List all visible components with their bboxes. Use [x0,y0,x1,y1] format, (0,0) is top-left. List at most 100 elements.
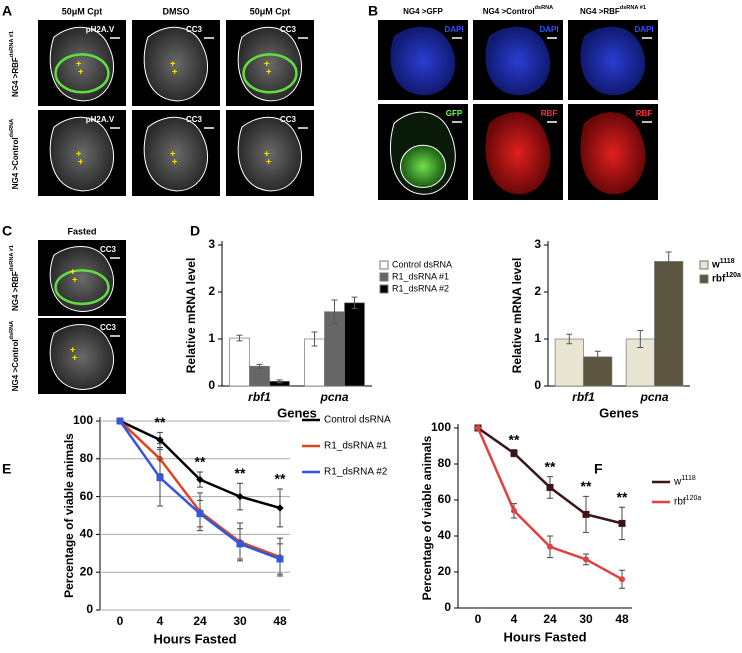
y-tick-label: 2 [534,284,541,298]
x-axis-label: Hours Fasted [153,631,236,646]
point [276,555,284,563]
stain-label: pH2A.V [86,115,115,124]
significance: ** [545,458,556,474]
y-axis-label: Relative mRNA level [510,258,524,374]
row-label-sup: dsRNA #1 [9,245,15,271]
point [156,436,164,444]
significance: ** [155,414,166,430]
panel-letter: D [190,223,200,239]
x-tick-label: 30 [579,612,593,626]
bar [554,338,584,387]
marker-plus: + [70,266,75,276]
y-tick-label: 60 [80,489,94,503]
panel-letter: C [2,223,12,239]
error-bar [665,251,672,272]
tissue [49,116,115,192]
y-tick-label: 0 [86,602,93,616]
point [619,576,625,583]
series-line [118,420,281,561]
tissue [237,116,303,192]
y-tick-label: 60 [438,492,452,506]
stain-label: CC3 [100,323,117,332]
error-bar [594,350,601,363]
stain-label: CC3 [100,245,117,254]
marker-plus: + [170,148,175,158]
x-tick-label: 4 [157,614,164,628]
marker-plus: + [172,156,177,166]
legend-swatch [699,260,709,270]
error-bar [637,330,644,348]
significance: ** [617,489,628,505]
significance: ** [509,431,520,447]
tissue [390,26,456,96]
y-tick-label: 80 [438,456,452,470]
row-label: NG4 >RBFdsRNA #1 [9,245,20,311]
y-tick-label: 3 [534,237,541,251]
bar [249,365,270,387]
column-title-main: NG4 >GFP [403,7,443,16]
legend-swatch [379,284,389,294]
y-tick-label: 1 [534,331,541,345]
stain-label: DAPI [539,25,558,34]
bar [344,302,365,387]
error-bar [566,333,573,345]
tissue [143,26,209,102]
tissue [49,323,115,390]
column-title: NG4 >ControldsRNA [483,5,553,16]
legend-label-sup: 120a [725,272,741,279]
point [156,474,164,482]
column-title: DMSO [163,6,190,16]
point [618,519,626,527]
tissue [143,116,209,192]
error-bar [256,363,263,369]
legend-label: rbf120a [712,272,741,285]
error-bar [311,331,318,347]
x-tick-label: 48 [273,614,287,628]
legend-label: w1118 [673,475,696,488]
point [116,417,124,425]
column-title-sup: dsRNA #1 [620,5,646,11]
x-tick-label: 24 [193,614,207,628]
legend-swatch [699,274,709,284]
point [582,510,590,518]
x-axis-label: Genes [277,405,317,420]
error-bar [276,379,283,384]
gfp-signal [400,144,446,189]
marker-plus: + [264,148,269,158]
y-tick-label: 40 [438,528,452,542]
stain-label: RBF [636,109,653,118]
x-tick-label: 0 [475,612,482,626]
y-tick-label: 100 [431,420,451,434]
column-title-main: NG4 >Control [483,7,535,16]
marker-plus: + [266,66,271,76]
panel-letter: F [594,461,603,477]
point [475,425,481,431]
pouch-outline [54,269,110,306]
row-label-main: NG4 >RBF [11,271,20,311]
marker-plus: + [172,66,177,76]
marker-plus: + [76,148,81,158]
y-tick-label: 80 [80,451,94,465]
stain-label: GFP [446,109,463,118]
legend-label: R1_dsRNA #2 [392,283,449,293]
panel-letter: B [368,3,378,19]
tissue [580,112,646,195]
bar [229,337,250,387]
row-label-main: NG4 >Control [11,137,20,189]
marker-plus: + [76,58,81,68]
y-tick-label: 2 [208,284,215,298]
row-label: NG4 >RBFdsRNA #1 [9,31,20,97]
x-tick-label: 48 [615,612,629,626]
column-title: NG4 >RBFdsRNA #1 [580,5,646,16]
legend-label: R1_dsRNA #1 [392,271,449,281]
row-label-main: NG4 >RBF [11,57,20,97]
y-tick-label: 3 [208,237,215,251]
row-label-sup: dsRNA #1 [9,31,15,57]
row-label-sup: dsRNA [9,321,15,340]
y-tick-label: 1 [208,331,215,345]
point [547,543,553,550]
legend-swatch [379,260,389,270]
legend-label: Control dsRNA [392,259,452,269]
tissue [49,26,115,102]
